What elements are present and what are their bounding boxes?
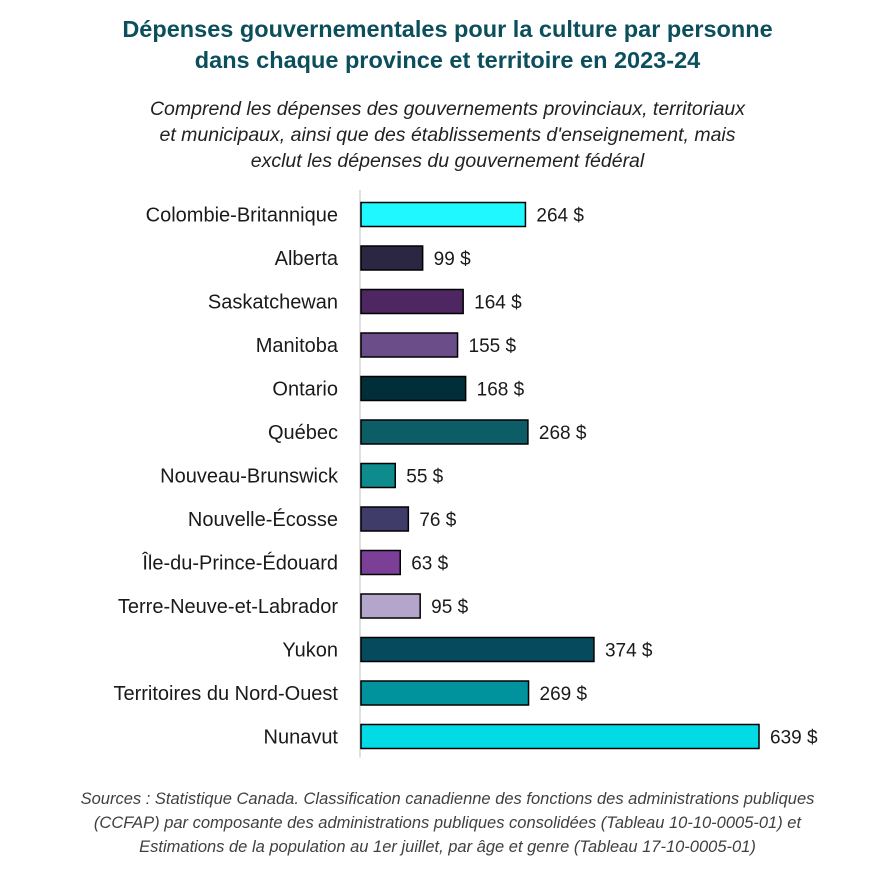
category-label: Colombie-Britannique	[146, 205, 338, 227]
bar	[360, 506, 410, 532]
chart-title-line-2: dans chaque province et territoire en 20…	[194, 47, 701, 73]
bar	[360, 375, 467, 402]
value-label: 639 $	[770, 728, 818, 749]
category-label: Alberta	[275, 248, 339, 270]
category-label: Nunavut	[264, 727, 339, 749]
value-label: 55 $	[406, 467, 443, 488]
category-label: Nouvelle-Écosse	[188, 508, 338, 531]
value-label: 164 $	[474, 293, 522, 314]
chart-subtitle: Comprend les dépenses des gouvernements …	[0, 96, 895, 174]
value-label: 63 $	[411, 554, 448, 575]
value-label: 99 $	[434, 249, 471, 270]
bar	[360, 332, 459, 358]
bar	[360, 636, 595, 663]
chart-title-line-1: Dépenses gouvernementales pour la cultur…	[122, 16, 773, 42]
sources-note: Sources : Statistique Canada. Classifica…	[0, 787, 895, 859]
bar-chart: Colombie-Britannique 264 $ Alberta 99 $ Sask…	[113, 190, 818, 758]
value-label: 76 $	[419, 510, 456, 531]
value-label: 168 $	[477, 380, 525, 401]
category-label: Québec	[268, 422, 338, 444]
chart-title: Dépenses gouvernementales pour la cultur…	[0, 14, 895, 76]
value-label: 264 $	[536, 206, 584, 227]
bar	[360, 288, 464, 315]
bar	[360, 549, 401, 576]
chart-subtitle-line-3: exclut les dépenses du gouvernement fédé…	[250, 150, 645, 172]
bar	[360, 680, 530, 706]
sources-line-3: Estimations de la population au 1er juil…	[139, 838, 756, 856]
category-label: Terre-Neuve-et-Labrador	[118, 596, 338, 618]
category-label: Ontario	[272, 379, 338, 401]
category-label: Île-du-Prince-Édouard	[141, 552, 338, 575]
bar	[360, 593, 421, 619]
chart-subtitle-line-1: Comprend les dépenses des gouvernements …	[149, 98, 746, 120]
category-label: Yukon	[282, 640, 338, 662]
value-label: 155 $	[469, 336, 517, 357]
bar	[360, 462, 397, 489]
category-label: Nouveau-Brunswick	[160, 466, 339, 488]
value-label: 95 $	[431, 597, 468, 618]
category-label: Manitoba	[256, 335, 339, 357]
chart-subtitle-line-2: et municipaux, ainsi que des établisseme…	[159, 124, 736, 146]
sources-line-2: (CCFAP) par composante des administratio…	[93, 814, 802, 832]
value-label: 269 $	[540, 684, 588, 705]
bar	[360, 419, 529, 445]
category-label: Territoires du Nord-Ouest	[113, 683, 338, 705]
value-label: 268 $	[539, 423, 587, 444]
bar	[360, 723, 760, 750]
bar	[360, 245, 424, 271]
bar	[360, 201, 527, 228]
value-label: 374 $	[605, 641, 653, 662]
sources-line-1: Sources : Statistique Canada. Classifica…	[80, 790, 815, 808]
category-label: Saskatchewan	[208, 292, 338, 314]
